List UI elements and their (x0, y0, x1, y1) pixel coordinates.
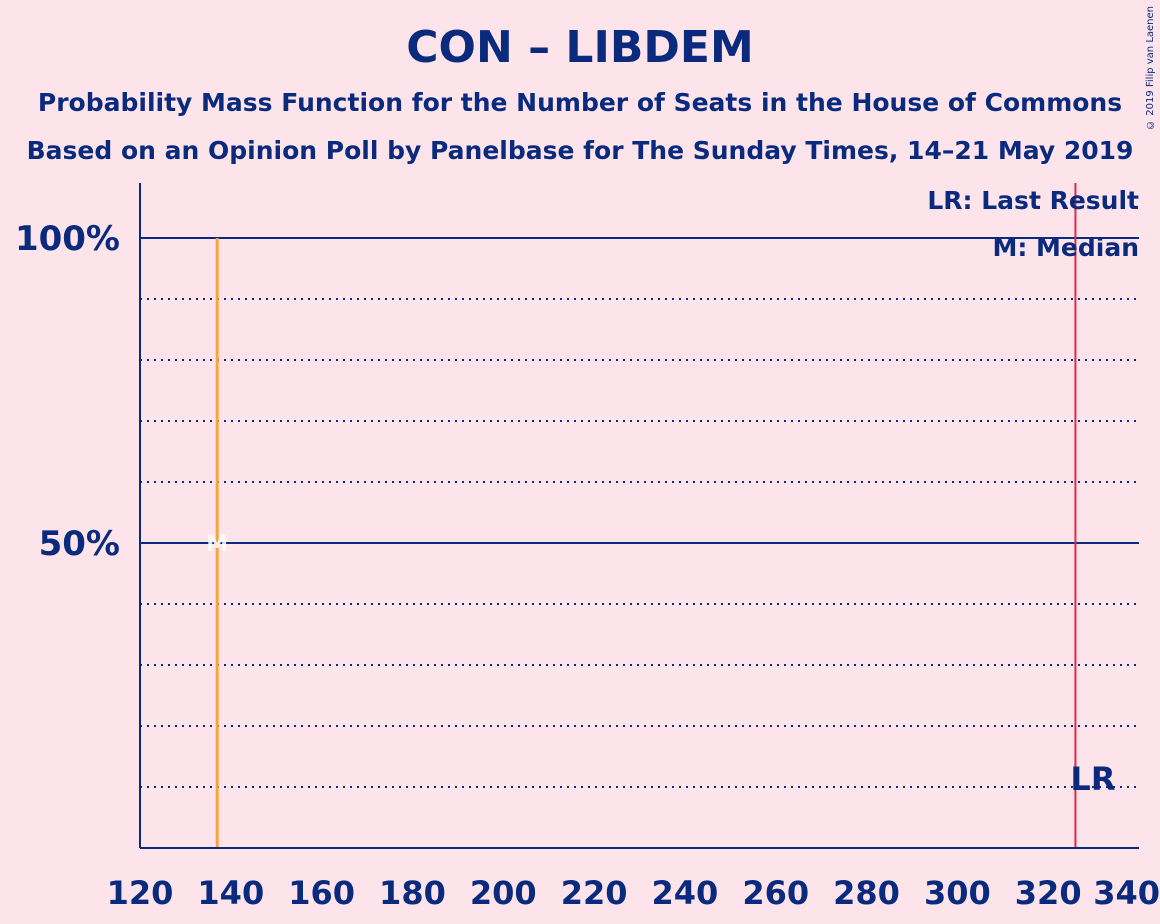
x-tick-label: 260 (742, 874, 809, 912)
y-tick-label: 100% (15, 219, 120, 259)
chart-subtitle-1: Probability Mass Function for the Number… (37, 88, 1123, 117)
x-tick-label: 160 (288, 874, 355, 912)
x-tick-label: 140 (197, 874, 264, 912)
chart-subtitle-2: Based on an Opinion Poll by Panelbase fo… (26, 136, 1134, 165)
x-tick-label: 120 (107, 874, 174, 912)
chart-title: CON – LIBDEM (406, 22, 754, 73)
legend-median: M: Median (992, 233, 1139, 262)
x-tick-label: 300 (924, 874, 991, 912)
x-tick-label: 200 (470, 874, 537, 912)
x-tick-label: 240 (652, 874, 719, 912)
x-tick-label: 340 (1093, 874, 1160, 912)
x-tick-label: 220 (561, 874, 628, 912)
x-tick-label: 180 (379, 874, 446, 912)
last-result-label: LR (1070, 760, 1115, 798)
legend-last-result: LR: Last Result (927, 186, 1139, 215)
median-marker: M (206, 532, 228, 557)
x-tick-label: 280 (833, 874, 900, 912)
y-tick-label: 50% (39, 524, 120, 564)
x-tick-label: 320 (1015, 874, 1082, 912)
